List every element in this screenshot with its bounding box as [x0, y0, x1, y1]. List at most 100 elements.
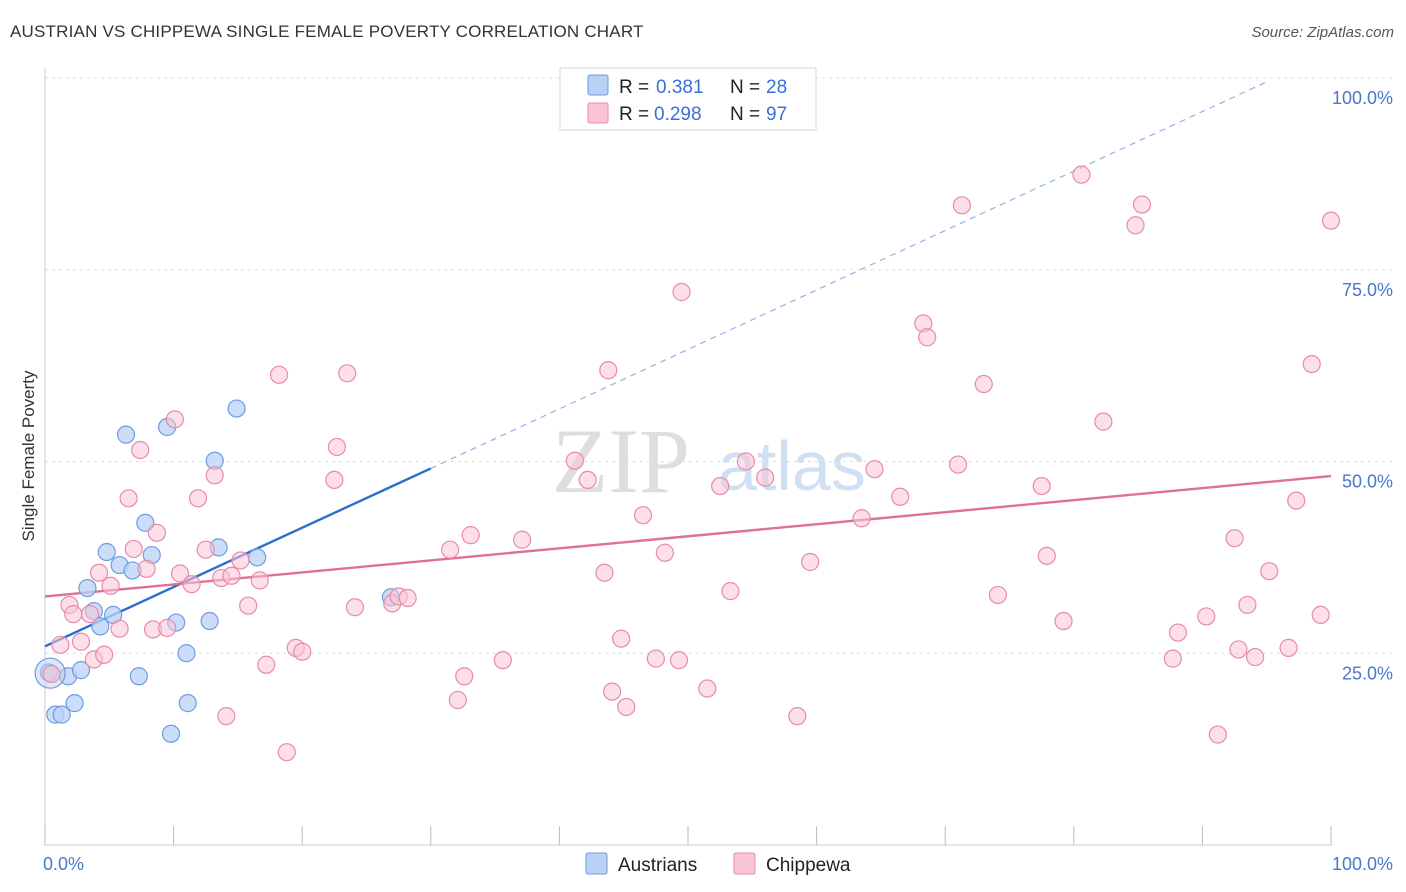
austrians-point-22 [200, 611, 219, 631]
chippewa-point-41 [398, 588, 417, 608]
chippewa-point-81 [1132, 195, 1152, 214]
chippewa-point-44 [455, 667, 474, 686]
chippewa-point-77 [1054, 611, 1073, 631]
stats-legend: R = 0.381 N = 28 R = 0.298 N = 97 [559, 67, 817, 131]
chippewa-point-29 [250, 571, 269, 590]
chippewa-point-5 [80, 605, 100, 624]
chippewa-point-43 [448, 690, 467, 710]
y-tick-label-3: 100.0% [1332, 88, 1393, 108]
legend-n-value-austrians: 28 [766, 77, 787, 98]
grid-lines [45, 77, 1392, 654]
chippewa-point-72 [952, 196, 972, 215]
chippewa-point-8 [95, 645, 114, 664]
chippewa-point-20 [182, 575, 201, 594]
chippewa-point-60 [711, 476, 730, 496]
chippewa-point-47 [513, 530, 532, 549]
chippewa-point-23 [205, 466, 224, 485]
chippewa-point-71 [948, 455, 968, 474]
chippewa-point-22 [196, 540, 215, 559]
chippewa-point-89 [1246, 647, 1265, 667]
chippewa-point-7 [89, 563, 109, 582]
chippewa-point-53 [612, 629, 631, 648]
legend-r-label-2: R = [619, 104, 649, 125]
austrians-point-21 [178, 694, 197, 713]
legend-swatch-austrians [587, 74, 609, 96]
chippewa-point-76 [1037, 546, 1056, 565]
chippewa-point-1 [51, 635, 70, 654]
source-label: Source: ZipAtlas.com [1251, 24, 1394, 41]
chippewa-point-19 [170, 564, 190, 583]
chippewa-point-18 [165, 410, 184, 429]
austrians-point-14 [129, 667, 148, 686]
legend-r-value-austrians: 0.381 [656, 77, 704, 98]
x-tick-label-1: 100.0% [1332, 854, 1393, 874]
chippewa-point-34 [293, 642, 312, 661]
chippewa-point-78 [1072, 165, 1091, 184]
austrians-point-25 [227, 399, 246, 418]
chippewa-point-85 [1208, 725, 1227, 744]
austrians-point-8 [91, 617, 110, 636]
chippewa-point-83 [1168, 623, 1188, 642]
axes [44, 68, 1332, 846]
chippewa-point-21 [188, 489, 208, 508]
chippewa-point-26 [222, 566, 241, 585]
chippewa-point-94 [1311, 605, 1330, 625]
chippewa-point-64 [788, 707, 807, 726]
chippewa-point-87 [1229, 640, 1248, 659]
chippewa-point-51 [599, 361, 618, 380]
chippewa-point-14 [137, 559, 156, 578]
chippewa-point-67 [865, 460, 884, 479]
chippewa-point-42 [440, 540, 460, 559]
chippewa-point-79 [1094, 412, 1113, 431]
chippewa-point-11 [119, 489, 138, 508]
austrians-point-20 [177, 644, 196, 663]
austrians-point-5 [71, 661, 91, 680]
chippewa-point-46 [493, 651, 512, 670]
austrians-point-18 [161, 724, 181, 743]
series-legend: Austrians Chippewa [585, 852, 851, 876]
chippewa-point-59 [698, 679, 717, 698]
austrians-point-4 [65, 694, 84, 713]
legend-r-value-chippewa: 0.298 [654, 104, 702, 125]
chippewa-point-93 [1302, 354, 1321, 374]
tick-labels: 25.0% 50.0% 75.0% 100.0% 0.0% 100.0% [43, 88, 1393, 874]
austrians-point-15 [136, 513, 155, 532]
chippewa-point-9 [101, 576, 120, 595]
chippewa-point-96 [633, 506, 653, 525]
chippewa-point-62 [736, 452, 755, 471]
chippewa-point-38 [345, 598, 365, 617]
austrians-point-6 [78, 578, 97, 598]
chippewa-point-73 [974, 374, 993, 394]
y-axis-label: Single Female Poverty [19, 370, 38, 542]
chippewa-point-58 [672, 282, 691, 302]
chippewa-point-95 [1321, 211, 1341, 230]
chippewa-point-74 [988, 585, 1008, 605]
legend-n-value-chippewa: 97 [766, 104, 787, 125]
chippewa-point-86 [1225, 529, 1244, 548]
chippewa-point-56 [655, 543, 674, 562]
chippewa-point-12 [124, 539, 143, 559]
chippewa-point-55 [646, 649, 665, 668]
y-tick-label-1: 50.0% [1342, 472, 1393, 492]
bottom-legend-austrians: Austrians [618, 855, 697, 876]
chippewa-point-80 [1126, 216, 1145, 235]
chippewa-point-54 [617, 697, 636, 717]
chippewa-point-92 [1287, 491, 1306, 510]
chippewa-point-10 [110, 619, 129, 638]
chippewa-point-36 [327, 437, 347, 457]
austrians-trend-dashed [430, 81, 1267, 469]
bottom-legend-chippewa: Chippewa [766, 855, 851, 876]
chippewa-point-84 [1197, 607, 1216, 626]
chippewa-point-57 [669, 651, 689, 670]
chippewa-point-0 [42, 664, 61, 684]
chippewa-point-25 [217, 707, 236, 726]
chippewa-point-31 [269, 365, 289, 384]
chippewa-point-70 [918, 328, 937, 347]
chippewa-point-68 [891, 487, 910, 506]
chippewa-point-65 [801, 552, 820, 572]
chippewa-point-63 [756, 468, 775, 487]
legend-swatch-chippewa [587, 102, 609, 124]
chippewa-point-75 [1032, 476, 1051, 496]
chippewa-point-35 [325, 470, 344, 490]
